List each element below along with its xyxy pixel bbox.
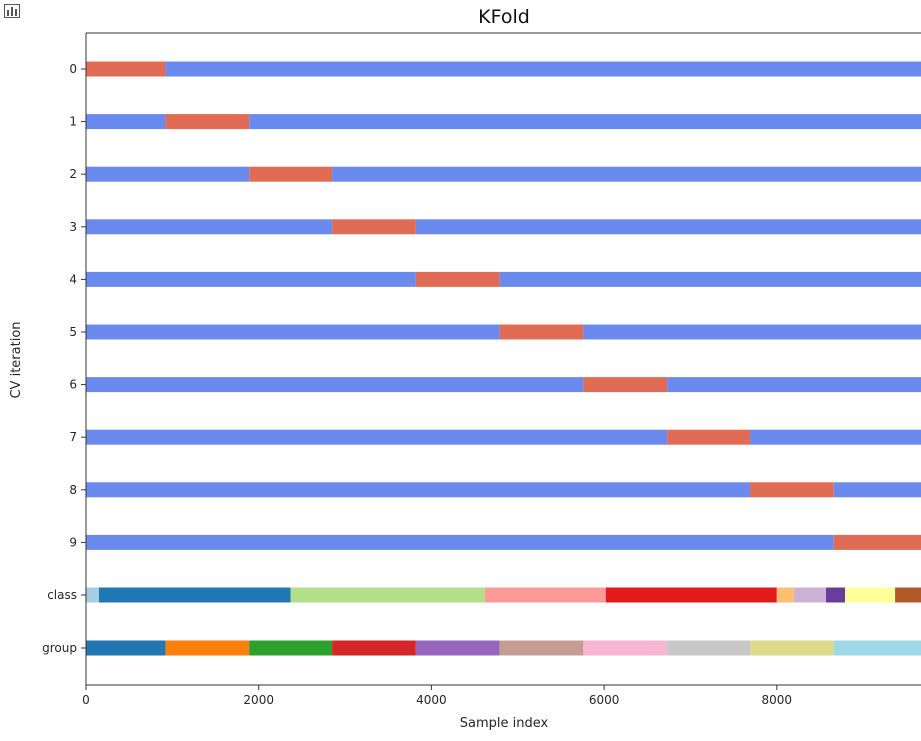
test-bar-1 (165, 114, 250, 130)
class-segment (86, 587, 99, 603)
x-tick-label: 4000 (416, 693, 447, 707)
group-segment (86, 640, 166, 656)
group-row-tick-label: group (42, 641, 77, 655)
train-bar-4 (499, 271, 921, 287)
class-segment (98, 587, 291, 603)
iteration-0-tick-label: 0 (69, 62, 77, 76)
group-segment (165, 640, 250, 656)
test-bar-7 (667, 429, 751, 445)
chart-title: KFold (478, 6, 530, 28)
group-segment (667, 640, 751, 656)
x-tick-label: 8000 (762, 693, 793, 707)
train-bar-3 (415, 219, 921, 235)
test-bar-5 (499, 324, 584, 340)
iteration-5-tick-label: 5 (69, 325, 77, 339)
iteration-9-tick-label: 9 (69, 535, 77, 549)
group-segment (750, 640, 834, 656)
train-bar-5 (86, 324, 500, 340)
chart-icon (4, 4, 20, 18)
test-bar-6 (583, 377, 668, 393)
test-bar-2 (249, 166, 333, 182)
train-bar-1 (249, 114, 921, 130)
x-tick-label: 6000 (589, 693, 620, 707)
class-segment (826, 587, 846, 603)
class-row-tick-label: class (47, 588, 77, 602)
train-bar-5 (583, 324, 921, 340)
x-tick-label: 0 (82, 693, 90, 707)
train-bar-3 (86, 219, 333, 235)
group-segment (583, 640, 668, 656)
train-bar-2 (332, 166, 921, 182)
test-bar-0 (86, 61, 166, 77)
iteration-2-tick-label: 2 (69, 167, 77, 181)
class-segment (845, 587, 896, 603)
class-segment (776, 587, 795, 603)
test-bar-9 (833, 534, 921, 550)
group-segment (249, 640, 333, 656)
class-segment (290, 587, 485, 603)
train-bar-7 (750, 429, 921, 445)
group-segment (833, 640, 921, 656)
iteration-4-tick-label: 4 (69, 272, 77, 286)
iteration-1-tick-label: 1 (69, 115, 77, 129)
iteration-6-tick-label: 6 (69, 378, 77, 392)
class-segment (484, 587, 606, 603)
group-segment (499, 640, 584, 656)
iteration-7-tick-label: 7 (69, 430, 77, 444)
class-segment (794, 587, 827, 603)
axes: 0 1 2 3 4 5 6 7 8 9 class group 0 2000 4000 6000 8000 (42, 32, 921, 707)
test-bar-8 (750, 482, 834, 498)
class-segment (605, 587, 777, 603)
test-bar-3 (332, 219, 416, 235)
test-bar-4 (415, 271, 500, 287)
train-bar-0 (165, 61, 921, 77)
iteration-3-tick-label: 3 (69, 220, 77, 234)
x-axis-label: Sample index (460, 716, 549, 731)
train-bar-6 (667, 377, 921, 393)
plot-area (86, 61, 921, 656)
train-bar-4 (86, 271, 416, 287)
y-axis-label: CV iteration (9, 321, 24, 398)
train-bar-8 (833, 482, 921, 498)
train-bar-6 (86, 377, 584, 393)
train-bar-8 (86, 482, 751, 498)
train-bar-2 (86, 166, 250, 182)
train-bar-7 (86, 429, 668, 445)
train-bar-1 (86, 114, 166, 130)
class-segment (895, 587, 921, 603)
group-segment (415, 640, 500, 656)
x-tick-label: 2000 (243, 693, 274, 707)
iteration-8-tick-label: 8 (69, 483, 77, 497)
group-segment (332, 640, 416, 656)
train-bar-9 (86, 534, 834, 550)
